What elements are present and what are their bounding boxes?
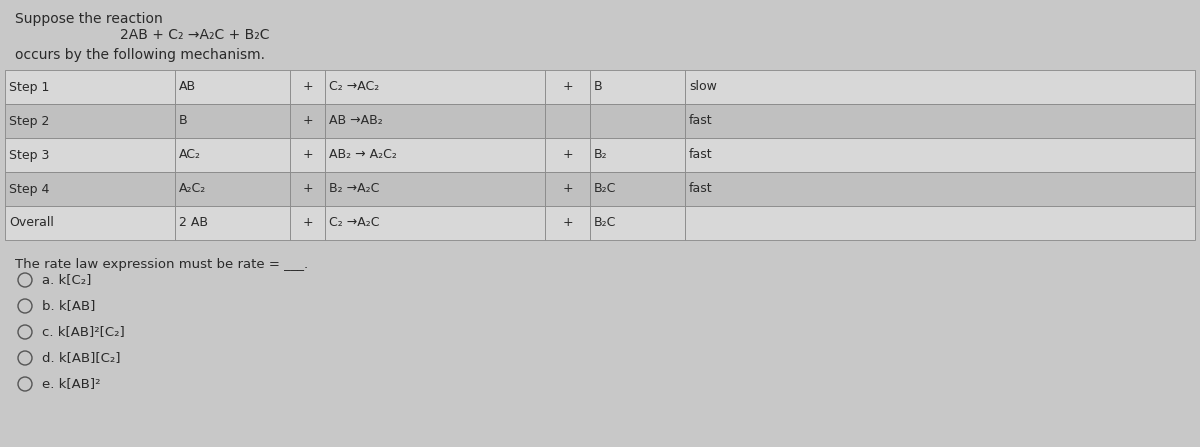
Text: +: + [302, 216, 313, 229]
Bar [5, 138, 175, 172]
Bar [290, 104, 325, 138]
Text: 2AB + C₂ →A₂C + B₂C: 2AB + C₂ →A₂C + B₂C [120, 28, 270, 42]
Bar [325, 206, 545, 240]
Text: Suppose the reaction: Suppose the reaction [14, 12, 163, 26]
Text: +: + [302, 148, 313, 161]
Text: Step 3: Step 3 [10, 148, 49, 161]
Text: d. k[AB][C₂]: d. k[AB][C₂] [42, 351, 120, 364]
Bar [290, 172, 325, 206]
Text: Step 2: Step 2 [10, 114, 49, 127]
Text: +: + [562, 216, 572, 229]
Bar [325, 138, 545, 172]
Bar [290, 70, 325, 104]
Text: +: + [562, 182, 572, 195]
Text: +: + [302, 114, 313, 127]
Text: slow: slow [689, 80, 716, 93]
Text: e. k[AB]²: e. k[AB]² [42, 378, 101, 391]
Text: B₂C: B₂C [594, 182, 617, 195]
Text: B₂C: B₂C [594, 216, 617, 229]
Text: A₂C₂: A₂C₂ [179, 182, 206, 195]
Bar [545, 104, 590, 138]
Text: B: B [179, 114, 187, 127]
Bar [590, 104, 685, 138]
Text: AB →AB₂: AB →AB₂ [329, 114, 383, 127]
Bar [175, 104, 290, 138]
Bar [590, 70, 685, 104]
Text: +: + [562, 80, 572, 93]
Text: AB₂ → A₂C₂: AB₂ → A₂C₂ [329, 148, 397, 161]
Text: +: + [562, 148, 572, 161]
Bar [685, 206, 1195, 240]
Bar [545, 206, 590, 240]
Bar [175, 70, 290, 104]
Bar [175, 138, 290, 172]
Bar [325, 70, 545, 104]
Bar [5, 206, 175, 240]
Text: B: B [594, 80, 602, 93]
Bar [5, 70, 175, 104]
Bar [290, 138, 325, 172]
Text: a. k[C₂]: a. k[C₂] [42, 274, 91, 287]
Bar [545, 70, 590, 104]
Text: B₂: B₂ [594, 148, 607, 161]
Bar [175, 206, 290, 240]
Bar [545, 138, 590, 172]
Text: fast: fast [689, 148, 713, 161]
Text: B₂ →A₂C: B₂ →A₂C [329, 182, 379, 195]
Text: occurs by the following mechanism.: occurs by the following mechanism. [14, 48, 265, 62]
Text: C₂ →AC₂: C₂ →AC₂ [329, 80, 379, 93]
Text: C₂ →A₂C: C₂ →A₂C [329, 216, 379, 229]
Bar [325, 104, 545, 138]
Bar [685, 172, 1195, 206]
Text: AC₂: AC₂ [179, 148, 202, 161]
Text: Step 4: Step 4 [10, 182, 49, 195]
Text: Overall: Overall [10, 216, 54, 229]
Bar [5, 172, 175, 206]
Text: Step 1: Step 1 [10, 80, 49, 93]
Bar [175, 172, 290, 206]
Text: +: + [302, 80, 313, 93]
Bar [590, 138, 685, 172]
Text: The rate law expression must be rate = ___.: The rate law expression must be rate = _… [14, 258, 308, 271]
Bar [590, 206, 685, 240]
Bar [290, 206, 325, 240]
Text: AB: AB [179, 80, 196, 93]
Bar [545, 172, 590, 206]
Text: fast: fast [689, 114, 713, 127]
Bar [685, 104, 1195, 138]
Bar [685, 138, 1195, 172]
Bar [590, 172, 685, 206]
Text: c. k[AB]²[C₂]: c. k[AB]²[C₂] [42, 325, 125, 338]
Text: +: + [302, 182, 313, 195]
Bar [5, 104, 175, 138]
Text: fast: fast [689, 182, 713, 195]
Bar [685, 70, 1195, 104]
Bar [325, 172, 545, 206]
Text: 2 AB: 2 AB [179, 216, 208, 229]
Text: b. k[AB]: b. k[AB] [42, 299, 95, 312]
